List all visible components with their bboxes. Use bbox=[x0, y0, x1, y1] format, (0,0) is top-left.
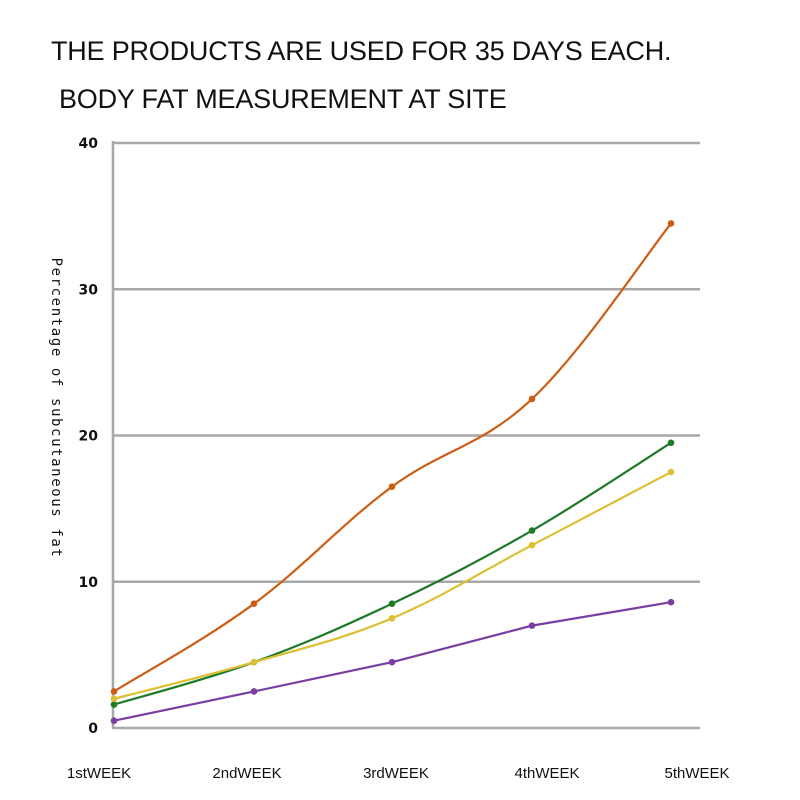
series-yellow bbox=[110, 468, 675, 703]
x-tick-label: 5thWEEK bbox=[664, 765, 729, 782]
data-point-green-5 bbox=[667, 439, 675, 447]
series-line-orange bbox=[112, 222, 673, 693]
chart-title-line-2: BODY FAT MEASUREMENT AT SITE bbox=[59, 84, 507, 114]
data-point-green-3 bbox=[388, 600, 396, 607]
x-tick-label: 2ndWEEK bbox=[212, 765, 281, 782]
x-tick-label: 1stWEEK bbox=[67, 765, 131, 782]
x-tick-label: 3rdWEEK bbox=[363, 765, 429, 782]
axes bbox=[111, 141, 700, 730]
series-purple bbox=[110, 598, 675, 724]
y-tick-label: 20 bbox=[79, 429, 99, 445]
data-point-purple-2 bbox=[250, 688, 258, 695]
y-tick-label: 40 bbox=[79, 136, 99, 152]
series bbox=[110, 220, 675, 724]
data-point-yellow-5 bbox=[667, 468, 675, 476]
y-tick-label: 10 bbox=[79, 575, 99, 591]
data-point-orange-4 bbox=[528, 395, 536, 403]
x-tick-labels: 1stWEEK 2ndWEEK 3rdWEEK 4thWEEK 5thWEEK bbox=[67, 765, 730, 782]
y-tick-label: 30 bbox=[79, 282, 99, 298]
data-point-orange-3 bbox=[388, 483, 396, 490]
data-point-purple-3 bbox=[388, 658, 396, 666]
data-point-orange-2 bbox=[250, 600, 258, 607]
chart-title-line-1: THE PRODUCTS ARE USED FOR 35 DAYS EACH. bbox=[51, 36, 672, 66]
y-tick-label: 0 bbox=[88, 721, 98, 737]
data-point-yellow-1 bbox=[110, 695, 118, 703]
x-tick-label: 4thWEEK bbox=[514, 765, 579, 782]
data-point-orange-5 bbox=[667, 220, 675, 227]
series-green bbox=[110, 439, 675, 708]
data-point-purple-1 bbox=[110, 717, 118, 724]
data-point-yellow-2 bbox=[250, 658, 258, 666]
data-point-green-4 bbox=[528, 527, 536, 534]
y-axis-label: Percentage of subcutaneous fat bbox=[48, 258, 64, 559]
data-point-yellow-4 bbox=[528, 541, 536, 549]
data-point-orange-1 bbox=[110, 688, 118, 695]
y-tick-labels: 0 10 20 30 40 bbox=[79, 136, 99, 737]
data-point-yellow-3 bbox=[388, 615, 396, 622]
series-orange bbox=[110, 220, 675, 695]
data-point-green-1 bbox=[110, 701, 118, 708]
data-point-purple-5 bbox=[667, 598, 675, 606]
data-point-purple-4 bbox=[528, 622, 536, 629]
gridlines bbox=[113, 141, 700, 583]
